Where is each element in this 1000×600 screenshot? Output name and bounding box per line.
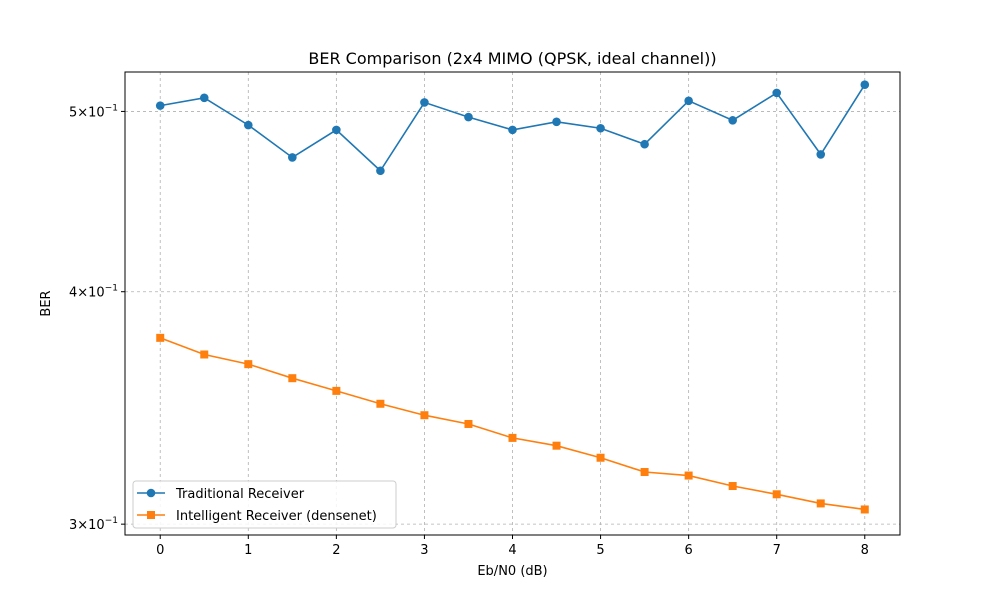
x-axis-ticks: 0 1 2 3 4 5 6 7 8: [156, 535, 869, 558]
data-point: [288, 374, 297, 383]
data-point: [288, 153, 297, 162]
legend-label: Traditional Receiver: [175, 487, 305, 502]
data-point: [464, 419, 473, 428]
data-point: [464, 112, 473, 122]
x-tick-label: 4: [508, 543, 516, 558]
data-point: [552, 117, 561, 127]
data-point: [728, 116, 737, 125]
legend-entry: Traditional Receiver: [137, 487, 305, 502]
data-point: [244, 360, 253, 369]
data-point: [772, 490, 781, 499]
data-point: [508, 433, 517, 442]
data-point: [552, 441, 561, 450]
data-point: [684, 471, 693, 480]
data-point: [200, 350, 209, 359]
data-point: [420, 411, 429, 420]
legend-marker: [147, 511, 155, 519]
data-point: [376, 166, 385, 176]
y-tick-label: 3×10−1: [69, 516, 118, 533]
x-tick-label: 3: [420, 543, 428, 558]
data-point: [640, 139, 649, 149]
x-axis-label: Eb/N0 (dB): [477, 564, 547, 579]
x-tick-label: 6: [684, 543, 692, 558]
data-point: [332, 125, 341, 135]
legend-box: [132, 480, 397, 529]
legend: Traditional Receiver Intelligent Receiver…: [132, 480, 397, 529]
x-tick-label: 0: [156, 543, 164, 558]
y-axis-ticks: 5×10−1 4×10−1 3×10−1: [69, 103, 125, 533]
legend-marker: [146, 488, 156, 498]
chart-title: BER Comparison (2x4 MIMO (QPSK, ideal ch…: [308, 49, 716, 68]
x-tick-label: 8: [861, 543, 869, 558]
data-point: [640, 468, 649, 477]
x-tick-label: 7: [773, 543, 781, 558]
x-tick-label: 5: [596, 543, 604, 558]
data-point: [508, 125, 517, 135]
data-point: [860, 505, 869, 514]
y-axis-label: BER: [39, 290, 54, 316]
data-point: [596, 123, 605, 133]
data-point: [684, 96, 693, 106]
y-tick-label: 5×10−1: [69, 103, 118, 120]
legend-entry: Intelligent Receiver (densenet): [137, 509, 377, 524]
series-2: [156, 333, 869, 514]
legend-label: Intelligent Receiver (densenet): [176, 509, 377, 524]
y-tick-label: 4×10−1: [69, 284, 118, 301]
data-point: [772, 88, 782, 98]
data-point: [332, 386, 341, 395]
data-point: [816, 150, 826, 159]
data-point: [243, 120, 253, 130]
data-point: [156, 333, 165, 342]
data-point: [816, 499, 825, 508]
x-tick-label: 1: [244, 543, 252, 558]
data-point: [596, 453, 605, 462]
data-point: [155, 101, 165, 110]
x-tick-label: 2: [332, 543, 340, 558]
series-1: [155, 80, 870, 176]
data-point: [728, 482, 737, 491]
data-point: [376, 399, 385, 408]
data-point: [199, 93, 209, 103]
plot-series: [155, 80, 870, 514]
data-point: [420, 98, 429, 107]
data-point: [860, 80, 870, 90]
